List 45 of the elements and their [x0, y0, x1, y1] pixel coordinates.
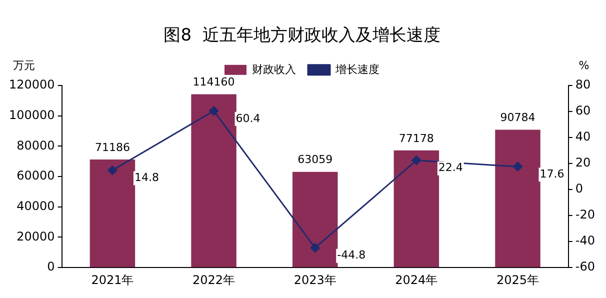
point — [512, 162, 522, 172]
data-label: -44.8 — [337, 248, 366, 262]
data-label: 71186 — [94, 140, 130, 154]
x-tick-label: 2023年 — [294, 272, 336, 287]
point — [108, 166, 118, 176]
bar — [292, 172, 338, 268]
y2-tick-label: -60 — [575, 260, 596, 274]
data-label: 114160 — [192, 76, 235, 89]
bar — [191, 94, 236, 268]
y2-tick-label: 20 — [575, 156, 591, 170]
data-label: 77178 — [398, 132, 434, 145]
data-label: 17.6 — [540, 167, 564, 180]
legend-label: 增长速度 — [334, 62, 380, 76]
y-tick-label: 40000 — [16, 198, 55, 213]
y-tick-label: 100000 — [8, 108, 55, 122]
data-label: 63059 — [298, 153, 333, 166]
data-label: 14.8 — [134, 171, 159, 184]
y2-tick-label: -20 — [575, 208, 596, 222]
chart-title: 图8 近五年地方财政收入及增长速度 — [164, 26, 440, 46]
point — [310, 243, 320, 253]
y2-tick-label: 80 — [575, 78, 591, 92]
data-label: 22.4 — [438, 161, 463, 174]
y2-tick-label: -40 — [575, 234, 596, 248]
y-tick-label: 60000 — [16, 168, 55, 183]
bar — [495, 130, 540, 268]
y2-axis-title: % — [578, 58, 590, 72]
data-label: 60.4 — [236, 112, 260, 125]
y2-tick-label: 0 — [575, 182, 584, 196]
legend-label: 财政收入 — [252, 62, 296, 76]
y-tick-label: 20000 — [16, 229, 55, 244]
y-tick-label: 0 — [47, 260, 55, 274]
bar — [394, 150, 440, 268]
x-tick-label: 2025年 — [496, 272, 540, 287]
y-tick-label: 120000 — [8, 78, 55, 92]
x-tick-label: 2024年 — [395, 272, 438, 287]
point — [412, 156, 422, 166]
x-tick-label: 2022年 — [192, 272, 236, 287]
bar — [90, 160, 136, 268]
x-tick-label: 2021年 — [91, 272, 134, 287]
point — [209, 106, 219, 116]
y-axis-title: 万元 — [13, 58, 35, 72]
y-tick-label: 80000 — [16, 138, 55, 152]
y2-tick-label: 40 — [575, 130, 591, 144]
y2-tick-label: 60 — [575, 104, 591, 118]
data-label: 90784 — [500, 111, 536, 124]
